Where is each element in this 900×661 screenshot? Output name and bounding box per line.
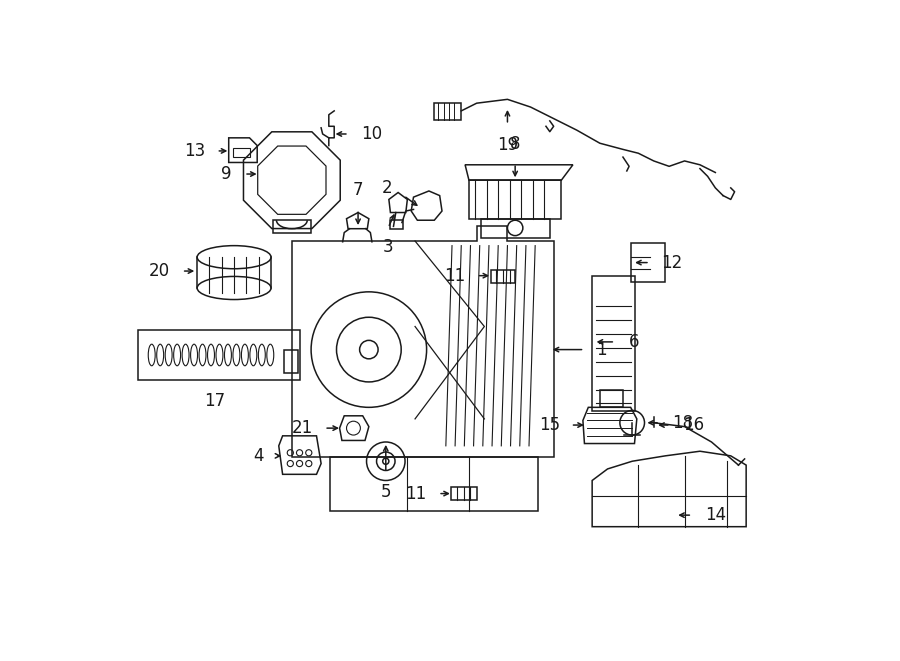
Text: 7: 7 <box>353 181 364 200</box>
Text: 3: 3 <box>382 238 393 256</box>
Text: 9: 9 <box>221 165 232 183</box>
Text: 2: 2 <box>382 179 392 197</box>
Text: 12: 12 <box>662 254 683 272</box>
Text: 13: 13 <box>184 142 205 160</box>
Text: 11: 11 <box>405 485 427 502</box>
Text: 8: 8 <box>510 136 520 153</box>
Text: 6: 6 <box>629 333 640 351</box>
Text: 4: 4 <box>253 447 264 465</box>
Text: 17: 17 <box>204 392 225 410</box>
Text: 16: 16 <box>683 416 704 434</box>
Text: 21: 21 <box>292 419 313 437</box>
Text: 14: 14 <box>706 506 726 524</box>
Text: 5: 5 <box>381 483 391 501</box>
Text: 10: 10 <box>361 125 382 143</box>
Text: 11: 11 <box>444 266 465 285</box>
Text: 1: 1 <box>596 340 607 358</box>
Text: 19: 19 <box>497 136 518 153</box>
Text: 20: 20 <box>149 262 170 280</box>
Text: 15: 15 <box>539 416 560 434</box>
Text: 18: 18 <box>672 414 693 432</box>
